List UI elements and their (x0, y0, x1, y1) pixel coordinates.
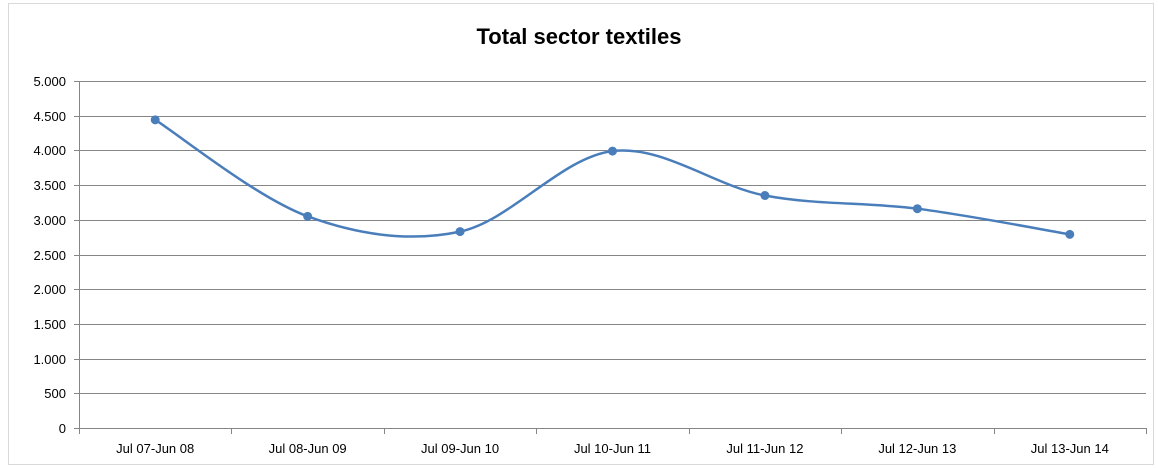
y-tick-label: 3.000 (33, 213, 66, 228)
x-tick-label: Jul 12-Jun 13 (878, 441, 956, 456)
gridlines (79, 81, 1146, 394)
chart-area (8, 3, 1154, 465)
x-tick-label: Jul 13-Jun 14 (1031, 441, 1109, 456)
axes (74, 81, 1147, 434)
x-tick-label: Jul 07-Jun 08 (116, 441, 194, 456)
y-tick-label: 5.000 (33, 74, 66, 89)
x-tick-label: Jul 10-Jun 11 (574, 441, 651, 456)
data-point-marker (608, 146, 617, 156)
data-point-marker (760, 191, 770, 201)
series-line (153, 118, 1072, 238)
x-tick-label: Jul 09-Jun 10 (421, 441, 499, 456)
data-point-marker (150, 115, 160, 125)
data-point-marker (303, 211, 313, 221)
data-point-marker (1065, 229, 1075, 239)
x-tick-label: Jul 11-Jun 12 (726, 441, 803, 456)
y-tick-label: 2.000 (33, 282, 66, 297)
y-tick-label: 1.000 (33, 352, 66, 367)
data-point-marker (912, 204, 922, 214)
y-tick-label: 4.500 (33, 109, 66, 124)
y-tick-label: 0 (59, 421, 66, 436)
y-tick-label: 500 (44, 386, 66, 401)
y-tick-label: 4.000 (33, 143, 66, 158)
y-tick-label: 3.500 (33, 178, 66, 193)
series (150, 115, 1075, 239)
y-tick-label: 1.500 (33, 317, 66, 332)
chart-title: Total sector textiles (476, 24, 682, 49)
x-axis-tick-labels: Jul 07-Jun 08 Jul 08-Jun 09 Jul 09-Jun 10 J… (116, 441, 1109, 456)
y-axis-tick-labels: 0 500 1.000 1.500 2.000 2.500 3.000 3.500 4.000 4… (33, 74, 66, 436)
x-tick-label: Jul 08-Jun 09 (269, 441, 347, 456)
data-point-marker (455, 227, 465, 237)
y-tick-label: 2.500 (33, 248, 66, 263)
